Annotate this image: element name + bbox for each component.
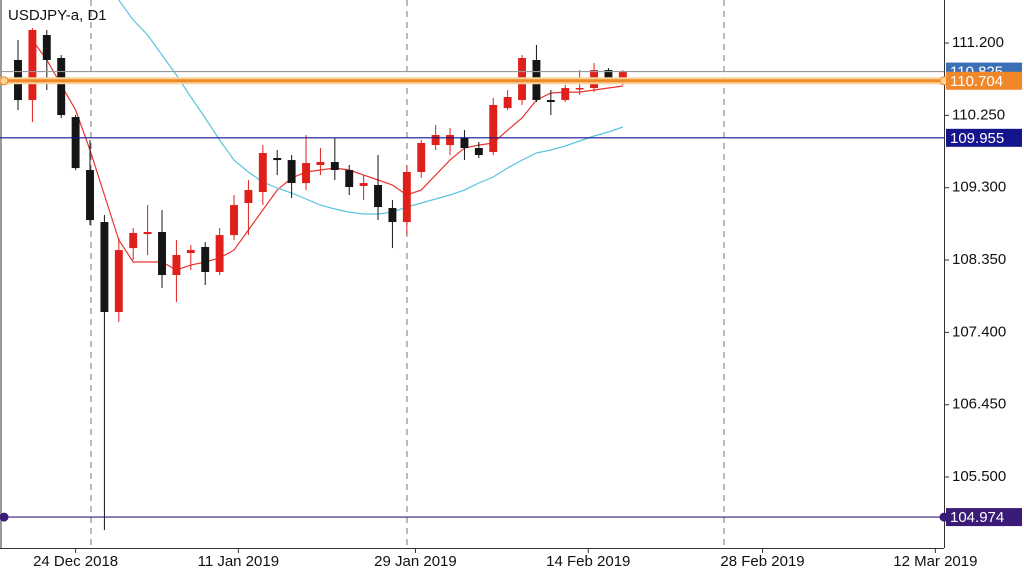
candle-body (143, 232, 152, 235)
candle-body (402, 172, 411, 223)
candle-body (28, 30, 37, 101)
y-tick-label: 109.300 (952, 179, 1006, 196)
candle-body (42, 35, 51, 61)
x-tick-label: 24 Dec 2018 (33, 553, 118, 570)
candle-body (359, 183, 368, 187)
candle-body (503, 97, 512, 109)
candle-body (489, 105, 498, 152)
chart-title: USDJPY-a, D1 (8, 7, 107, 24)
x-tick-label: 14 Feb 2019 (546, 553, 630, 570)
x-tick-label: 12 Mar 2019 (893, 553, 977, 570)
candle-body (604, 70, 613, 79)
moving-average (118, 0, 624, 215)
candle-body (86, 170, 94, 221)
x-tick-label: 29 Jan 2019 (374, 553, 457, 570)
candle-body (618, 72, 627, 79)
price-box (946, 71, 1022, 90)
candle-body (431, 135, 440, 146)
candle-body (287, 160, 296, 184)
candle-body (186, 250, 195, 254)
price-label: 104.974 (950, 509, 1004, 526)
y-tick-label: 111.200 (952, 34, 1004, 51)
candle-body (374, 185, 382, 208)
moving-average (31, 39, 623, 271)
candle-body (158, 232, 166, 276)
price-label: 109.955 (950, 130, 1004, 147)
price-box (946, 128, 1022, 147)
candle-body (258, 153, 267, 193)
period-separators (90, 0, 725, 548)
candle-body (71, 117, 80, 169)
candle-body (302, 163, 310, 184)
candle-body (57, 58, 66, 116)
candle-body (273, 157, 282, 161)
candle-body (474, 148, 483, 156)
candle-body (215, 235, 224, 272)
candle-body (316, 162, 325, 166)
x-tick-label: 11 Jan 2019 (198, 553, 279, 570)
candle-body (114, 250, 123, 313)
y-tick-label: 108.350 (952, 251, 1006, 268)
candle-body (575, 88, 584, 90)
candle-body (460, 138, 469, 149)
candle-body (417, 142, 426, 173)
candle-body (172, 255, 181, 276)
y-tick-label: 105.500 (952, 468, 1006, 485)
price-label: 110.704 (950, 73, 1003, 90)
candle-body (561, 88, 570, 101)
candle-body (230, 205, 238, 236)
candle-body (345, 170, 354, 188)
candle-body (388, 208, 397, 223)
x-tick-label: 28 Feb 2019 (720, 553, 804, 570)
y-tick-label: 106.450 (952, 396, 1006, 413)
y-tick-label: 107.400 (952, 323, 1006, 340)
candle-body (100, 222, 109, 313)
candle-body (244, 189, 253, 203)
candle-body (546, 100, 555, 103)
candle-body (446, 135, 454, 146)
candle-body (330, 162, 339, 171)
candle-body (201, 247, 210, 272)
level-handle (0, 512, 9, 522)
candle-body (129, 232, 138, 249)
level-handle (0, 76, 9, 86)
y-tick-label: 110.250 (952, 106, 1005, 123)
price-box (946, 508, 1022, 527)
